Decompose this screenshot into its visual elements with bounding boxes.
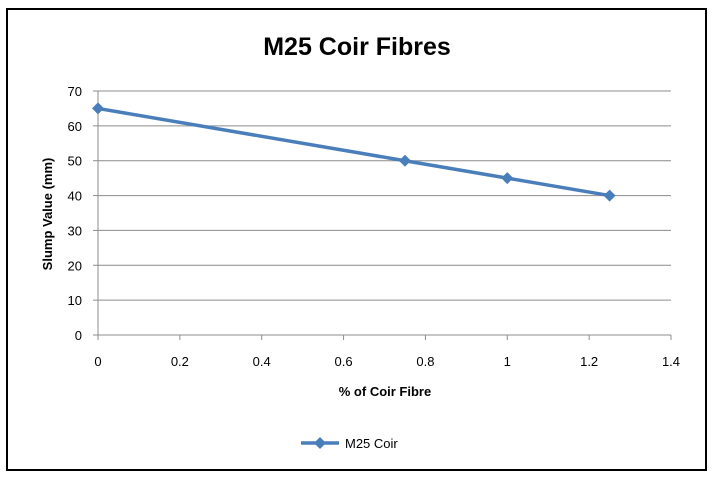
data-point-marker xyxy=(92,102,104,115)
x-tick-label: 1 xyxy=(504,354,511,369)
y-tick-label: 10 xyxy=(68,293,82,308)
x-tick-label: 0.2 xyxy=(171,354,189,369)
y-tick-label: 40 xyxy=(68,189,82,204)
x-tick-label: 0.6 xyxy=(335,354,353,369)
x-tick-label: 0 xyxy=(94,354,101,369)
data-point-marker xyxy=(603,189,616,202)
y-tick-label: 30 xyxy=(68,223,82,238)
x-tick-label: 0.8 xyxy=(416,354,434,369)
data-point-marker xyxy=(398,154,411,167)
chart-title: M25 Coir Fibres xyxy=(263,33,451,61)
y-tick-label: 60 xyxy=(68,119,82,134)
legend-marker xyxy=(314,437,326,449)
y-tick-label: 50 xyxy=(68,154,82,169)
series-line xyxy=(96,106,612,198)
x-tick-label: 1.2 xyxy=(580,354,598,369)
x-tick-labels: 0 0.2 0.4 0.6 0.8 1 1.2 1.4 xyxy=(94,354,680,369)
gridlines xyxy=(98,90,671,301)
y-tick-label: 70 xyxy=(68,84,82,99)
y-tick-label: 0 xyxy=(75,328,82,343)
x-tick-label: 1.4 xyxy=(662,354,680,369)
legend-label: M25 Coir xyxy=(345,436,398,451)
y-tick-labels: 0 10 20 30 40 50 60 70 xyxy=(68,84,82,343)
series-group xyxy=(92,102,616,202)
chart-frame xyxy=(6,8,707,471)
axes xyxy=(93,90,672,340)
y-axis-title: Slump Value (mm) xyxy=(40,158,55,271)
x-axis-title: % of Coir Fibre xyxy=(339,384,431,399)
legend: M25 Coir xyxy=(301,436,398,451)
x-tick-label: 0.4 xyxy=(253,354,271,369)
y-tick-label: 20 xyxy=(68,258,82,273)
data-point-marker xyxy=(501,172,514,185)
